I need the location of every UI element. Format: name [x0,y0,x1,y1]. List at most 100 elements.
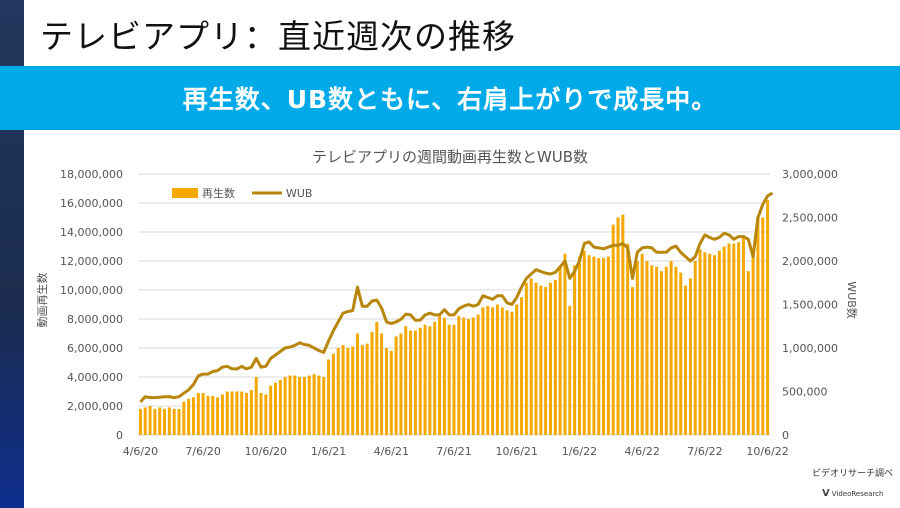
y-tick-label-left: 12,000,000 [60,255,123,268]
bar-playcount [539,285,543,435]
bar-playcount [211,395,215,435]
bar-playcount [486,305,490,435]
bar-playcount [495,304,499,435]
bar-playcount [693,261,697,435]
chart-title: テレビアプリの週間動画再生数とWUB数 [312,148,588,166]
bar-playcount [616,217,620,435]
bar-playcount [220,394,224,435]
bar-playcount [510,311,514,435]
y-tick-label-left: 10,000,000 [60,284,123,297]
bar-playcount [307,375,311,435]
bar-playcount [240,391,244,435]
bar-playcount [245,392,249,435]
legend-swatch-bar [172,188,198,198]
bar-playcount [278,379,282,435]
bar-playcount [722,246,726,435]
bar-playcount [370,332,374,435]
bar-playcount [568,305,572,435]
bar-playcount [413,330,417,435]
y-tick-label-left: 4,000,000 [67,371,123,384]
y-tick-label-right: 3,000,000 [782,168,838,181]
bar-playcount [143,407,147,435]
bar-playcount [515,304,519,435]
x-tick-label: 7/6/21 [436,445,471,458]
bar-playcount [669,261,673,435]
logo-mark-icon: V [822,488,830,499]
bar-playcount [384,348,388,435]
x-tick-label: 7/6/20 [185,445,220,458]
bar-playcount [447,324,451,435]
banner-text: 再生数、UB数ともに、右肩上がりで成長中。 [182,85,718,114]
source-note: ビデオリサーチ調べ [812,469,894,479]
y-tick-label-left: 14,000,000 [60,226,123,239]
bar-playcount [563,253,567,435]
bar-playcount [505,310,509,435]
bar-playcount [766,200,770,435]
bar-playcount [438,316,442,435]
bar-playcount [235,391,239,435]
bar-playcount [548,282,552,435]
bar-playcount [336,348,340,435]
bar-playcount [375,321,379,435]
bar-playcount [312,374,316,435]
x-tick-label: 10/6/20 [245,445,287,458]
bar-playcount [534,282,538,435]
bar-playcount [544,287,548,435]
y-tick-label-right: 500,000 [782,386,828,399]
bar-playcount [500,307,504,435]
bar-playcount [761,217,765,435]
x-tick-label: 7/6/22 [687,445,722,458]
x-tick-label: 1/6/21 [311,445,346,458]
y-tick-label-left: 8,000,000 [67,313,123,326]
bar-playcount [655,266,659,435]
bar-playcount [491,307,495,435]
bar-playcount [741,237,745,435]
bar-playcount [428,326,432,435]
bar-playcount [471,317,475,435]
series-line-wub [139,191,774,403]
bar-playcount [717,250,721,435]
bar-playcount [553,279,557,435]
bar-playcount [341,345,345,435]
bar-playcount [423,324,427,435]
bar-playcount [399,333,403,435]
y-tick-label-left: 2,000,000 [67,400,123,413]
bar-playcount [698,249,702,435]
bar-playcount [264,394,268,435]
bar-playcount [177,408,181,435]
bar-playcount [520,297,524,435]
bar-playcount [727,243,731,435]
bar-playcount [684,285,688,435]
bar-playcount [476,314,480,435]
bar-playcount [751,255,755,435]
bar-playcount [254,377,258,435]
bar-playcount [452,324,456,435]
bar-playcount [196,392,200,435]
bar-playcount [664,266,668,435]
bar-playcount [592,256,596,435]
bar-playcount [148,406,152,435]
bar-playcount [577,256,581,435]
bar-playcount [573,265,577,435]
slide-title: テレビアプリ：直近週次の推移 [40,17,516,56]
legend-label-bar: 再生数 [202,186,235,200]
bar-playcount [346,348,350,435]
bar-playcount [298,377,302,435]
bar-playcount [433,321,437,435]
bar-playcount [631,287,634,435]
bar-playcount [732,243,736,435]
bar-playcount [626,243,630,435]
bar-playcount [582,250,586,435]
company-logo: V VideoResearch [822,488,883,499]
bar-playcount [327,359,331,435]
x-tick-label: 4/6/20 [123,445,158,458]
bar-playcount [524,282,528,435]
bar-playcount [288,375,292,435]
bar-playcount [679,272,683,435]
bar-playcount [688,278,692,435]
bar-playcount [249,390,253,435]
bar-playcount [158,407,162,435]
bar-playcount [635,261,639,435]
bar-playcount [481,307,485,435]
y-axis-label-left: 動画再生数 [35,273,49,328]
